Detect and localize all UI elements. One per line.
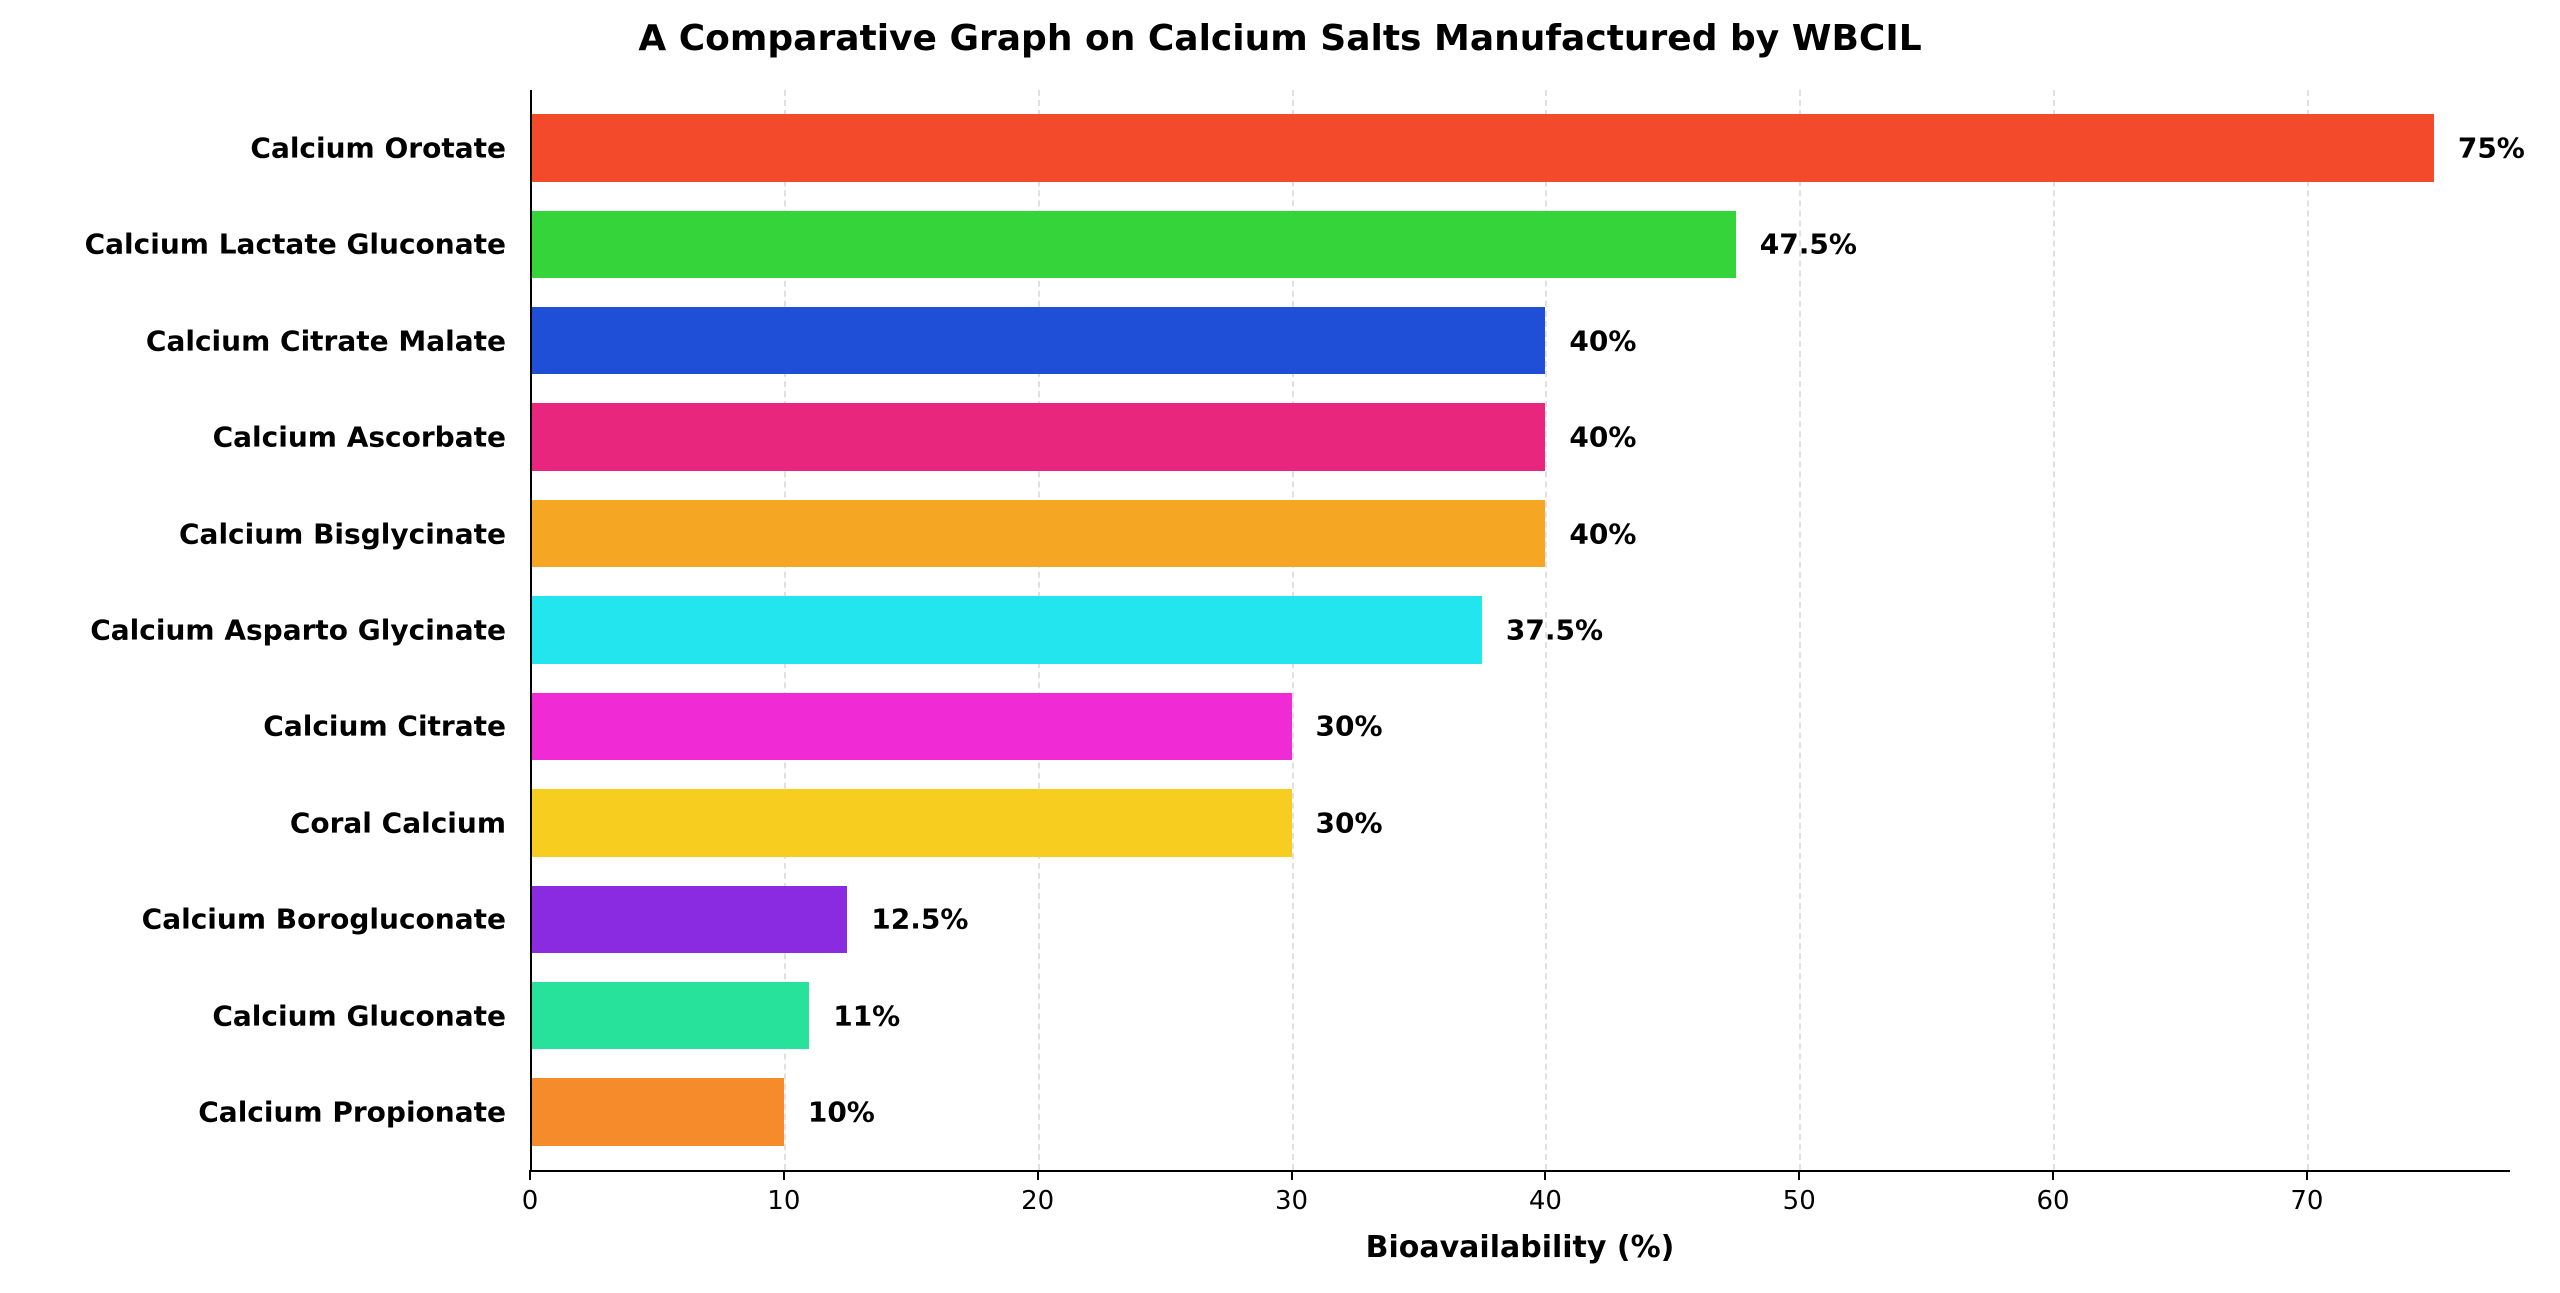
y-tick-label: Calcium Lactate Gluconate	[85, 228, 530, 261]
chart-title: A Comparative Graph on Calcium Salts Man…	[0, 18, 2560, 59]
bar-value-label: 30%	[1316, 710, 1383, 743]
x-axis-title: Bioavailability (%)	[1366, 1170, 1675, 1265]
bar-value-label: 47.5%	[1760, 228, 1857, 261]
bar	[530, 307, 1545, 375]
y-tick-label: Calcium Asparto Glycinate	[90, 614, 530, 647]
bar	[530, 500, 1545, 568]
bar	[530, 403, 1545, 471]
y-tick-label: Calcium Borogluconate	[142, 903, 530, 936]
bar-value-label: 40%	[1569, 421, 1636, 454]
x-tick-label: 30	[1275, 1170, 1308, 1216]
bar	[530, 1078, 784, 1146]
bar-value-label: 11%	[833, 999, 900, 1032]
bar	[530, 114, 2434, 182]
bar	[530, 211, 1736, 279]
chart-container: A Comparative Graph on Calcium Salts Man…	[0, 0, 2560, 1293]
y-tick-label: Calcium Orotate	[250, 131, 530, 164]
x-tick-label: 10	[767, 1170, 800, 1216]
x-tick-label: 0	[522, 1170, 539, 1216]
bar	[530, 693, 1292, 761]
y-tick-label: Calcium Citrate Malate	[146, 324, 530, 357]
y-tick-label: Coral Calcium	[290, 806, 530, 839]
bar-value-label: 37.5%	[1506, 614, 1603, 647]
gridline	[2053, 90, 2055, 1170]
y-tick-label: Calcium Gluconate	[212, 999, 530, 1032]
x-tick-label: 50	[1783, 1170, 1816, 1216]
y-tick-label: Calcium Ascorbate	[213, 421, 530, 454]
bar	[530, 596, 1482, 664]
x-tick-label: 70	[2290, 1170, 2323, 1216]
bar	[530, 789, 1292, 857]
bar	[530, 982, 809, 1050]
x-tick-label: 60	[2037, 1170, 2070, 1216]
y-tick-label: Calcium Citrate	[263, 710, 530, 743]
plot-area: 01020304050607075%Calcium Orotate47.5%Ca…	[530, 90, 2510, 1170]
y-tick-label: Calcium Bisglycinate	[179, 517, 530, 550]
bar	[530, 886, 847, 954]
bar-value-label: 10%	[808, 1096, 875, 1129]
bar-value-label: 30%	[1316, 806, 1383, 839]
x-tick-label: 20	[1021, 1170, 1054, 1216]
gridline	[2307, 90, 2309, 1170]
y-axis-line	[530, 90, 532, 1170]
bar-value-label: 40%	[1569, 517, 1636, 550]
y-tick-label: Calcium Propionate	[198, 1096, 530, 1129]
bar-value-label: 75%	[2458, 131, 2525, 164]
bar-value-label: 12.5%	[871, 903, 968, 936]
bar-value-label: 40%	[1569, 324, 1636, 357]
